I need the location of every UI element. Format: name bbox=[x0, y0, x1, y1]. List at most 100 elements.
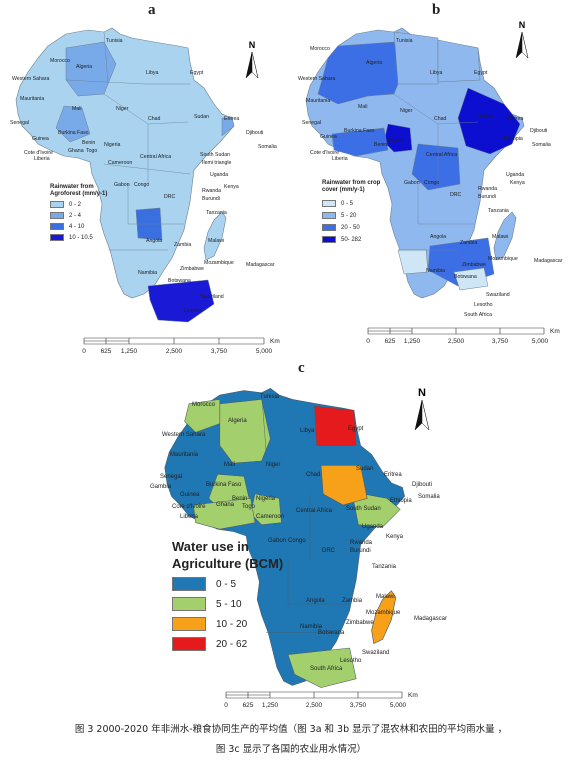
label-mozambique-b: Mozambique bbox=[488, 256, 518, 262]
label-morocco-c: Morocco bbox=[192, 402, 216, 408]
label-burundi-a: Burundi bbox=[202, 196, 220, 202]
label-drc-b: DRC bbox=[450, 192, 461, 198]
label-south-sudan-c: South Sudan bbox=[346, 506, 381, 512]
legend-swatch-a-1 bbox=[50, 212, 64, 219]
label-togo-c: Togo bbox=[242, 504, 256, 510]
scale-bar-b: 0 625 1,250 2,500 3,750 5,000 Km bbox=[366, 327, 560, 345]
svg-text:3,750: 3,750 bbox=[492, 338, 509, 345]
legend-row-a-1: 2 - 4 bbox=[50, 212, 81, 219]
north-letter-b: N bbox=[519, 20, 526, 30]
label-mauritania-b: Mauritania bbox=[306, 98, 330, 104]
legend-row-a-0: 0 - 2 bbox=[50, 201, 81, 208]
label-liberia-a: Liberia bbox=[34, 156, 50, 162]
legend-title-b: Rainwater from crop cover (mm/y-1) bbox=[322, 180, 381, 193]
label-liberia-b: Liberia bbox=[332, 156, 348, 162]
north-arrow-a: N bbox=[245, 40, 259, 79]
label-egypt-c: Egypt bbox=[348, 426, 364, 432]
label-lesotho-b: Lesotho bbox=[474, 302, 493, 308]
label-guinea-b: Guinea bbox=[320, 134, 337, 140]
label-swaziland-c: Swaziland bbox=[362, 650, 389, 656]
label-drc-a: DRC bbox=[164, 194, 175, 200]
label-congo-c: Congo bbox=[288, 538, 306, 544]
svg-text:Km: Km bbox=[408, 692, 418, 699]
label-burkina-faso-b: Burkina Faso bbox=[344, 128, 375, 134]
label-somalia-b: Somalia bbox=[532, 142, 551, 148]
label-congo-a: Congo bbox=[134, 182, 149, 188]
svg-text:Km: Km bbox=[550, 328, 560, 335]
legend-row-a-3: 10 - 10.5 bbox=[50, 234, 93, 241]
north-letter-a: N bbox=[249, 40, 256, 50]
label-mozambique-a: Mozambique bbox=[204, 260, 234, 266]
legend-swatch-c-0 bbox=[172, 577, 206, 591]
label-libya-b: Libya bbox=[430, 70, 443, 76]
label-western-sahara-b: Western Sahara bbox=[298, 76, 336, 82]
label-mauritania-c: Mauritania bbox=[170, 452, 199, 458]
svg-text:625: 625 bbox=[101, 348, 112, 355]
label-mozambique-c: Mozambique bbox=[366, 610, 401, 616]
label-benin-a: Benin bbox=[82, 140, 95, 146]
label-senegal-b: Senegal bbox=[302, 120, 321, 126]
label-gambia-c: Gambia bbox=[150, 484, 172, 490]
label-nigeria-b: Nigeria bbox=[388, 138, 405, 144]
scale-bar-c: 0 625 1,250 2,500 3,750 5,000 Km bbox=[224, 691, 418, 709]
svg-text:0: 0 bbox=[366, 338, 370, 345]
label-malawi-b: Malawi bbox=[492, 234, 508, 240]
label-botswana-b: Botswana bbox=[454, 274, 477, 280]
legend-swatch-b-1 bbox=[322, 212, 336, 219]
label-morocco-a: Morocco bbox=[50, 58, 70, 64]
label-cameroon-c: Cameroon bbox=[256, 514, 284, 520]
map-a: Tunisia Morocco Algeria Libya Egypt West… bbox=[10, 27, 280, 355]
label-cameroon-a: Cameroon bbox=[108, 160, 132, 166]
figure-caption: 图 3 2000-2020 年非洲水-粮食协同生产的平均值（图 3a 和 3b … bbox=[0, 720, 582, 760]
label-zimbabwe-c: Zimbabwe bbox=[346, 620, 374, 626]
label-congo-b: Congo bbox=[424, 180, 439, 186]
caption-line-1: 图 3 2000-2020 年非洲水-粮食协同生产的平均值（图 3a 和 3b … bbox=[74, 724, 508, 735]
svg-text:0: 0 bbox=[82, 348, 86, 355]
legend-title-c: Water use in Agriculture (BCM) bbox=[172, 539, 284, 571]
legend-row-b-2: 20 - 50 bbox=[322, 224, 360, 231]
panel-a: a Tunisia Morocco Algeria Libya Egypt We… bbox=[0, 0, 290, 360]
legend-row-b-1: 5 - 20 bbox=[322, 212, 356, 219]
label-zimbabwe-a: Zimbabwe bbox=[180, 266, 204, 272]
legend-row-c-2: 10 - 20 bbox=[172, 617, 247, 631]
label-kenya-c: Kenya bbox=[386, 534, 404, 540]
label-tunisia-c: Tunisia bbox=[260, 394, 280, 400]
label-gabon-c: Gabon bbox=[268, 538, 286, 544]
label-niger-a: Niger bbox=[116, 106, 129, 112]
panel-b: b Tunisia Morocco Algeria Libya Egypt W bbox=[292, 0, 582, 360]
svg-text:2,500: 2,500 bbox=[166, 348, 183, 355]
label-zambia-a: Zambia bbox=[174, 242, 191, 248]
label-angola-a: Angola bbox=[146, 238, 162, 244]
label-swaziland-a: Swaziland bbox=[200, 294, 224, 300]
label-senegal-a: Senegal bbox=[10, 120, 29, 126]
label-djibouti-c: Djibouti bbox=[412, 482, 432, 488]
caption-line-2: 图 3c 显示了各国的农业用水情况） bbox=[215, 744, 367, 755]
label-algeria-c: Algeria bbox=[228, 418, 247, 424]
label-tanzania-a: Tanzania bbox=[206, 210, 227, 216]
legend-swatch-b-0 bbox=[322, 200, 336, 207]
label-central-africa-b: Central Africa bbox=[426, 152, 457, 158]
label-libya-c: Libya bbox=[300, 428, 315, 434]
label-tanzania-c: Tanzania bbox=[372, 564, 397, 570]
svg-text:1,250: 1,250 bbox=[262, 702, 279, 709]
label-ethiopia-b: Ethiopia bbox=[504, 136, 523, 142]
label-eritrea-b: Eritrea bbox=[508, 116, 523, 122]
legend-swatch-a-0 bbox=[50, 201, 64, 208]
label-togo-a: Togo bbox=[86, 148, 97, 154]
legend-swatch-c-1 bbox=[172, 597, 206, 611]
label-angola-b: Angola bbox=[430, 234, 446, 240]
svg-text:1,250: 1,250 bbox=[404, 338, 421, 345]
label-cote-divoire-a: Cote d'Ivoire bbox=[24, 150, 53, 156]
svg-text:625: 625 bbox=[385, 338, 396, 345]
label-botswana-c: Botswana bbox=[318, 630, 345, 636]
label-gabon-a: Gabon bbox=[114, 182, 130, 188]
label-mali-b: Mali bbox=[358, 104, 368, 110]
label-madagascar-a: Madagascar bbox=[246, 262, 275, 268]
label-burkina-faso-a: Burkina Faso bbox=[58, 130, 89, 136]
label-mali-c: Mali bbox=[224, 462, 235, 468]
legend-row-c-0: 0 - 5 bbox=[172, 577, 236, 591]
svg-text:5,000: 5,000 bbox=[256, 348, 273, 355]
map-b: Tunisia Morocco Algeria Libya Egypt West… bbox=[298, 20, 563, 345]
label-uganda-c: Uganda bbox=[362, 524, 384, 530]
label-liberia-c: Liberia bbox=[180, 514, 199, 520]
